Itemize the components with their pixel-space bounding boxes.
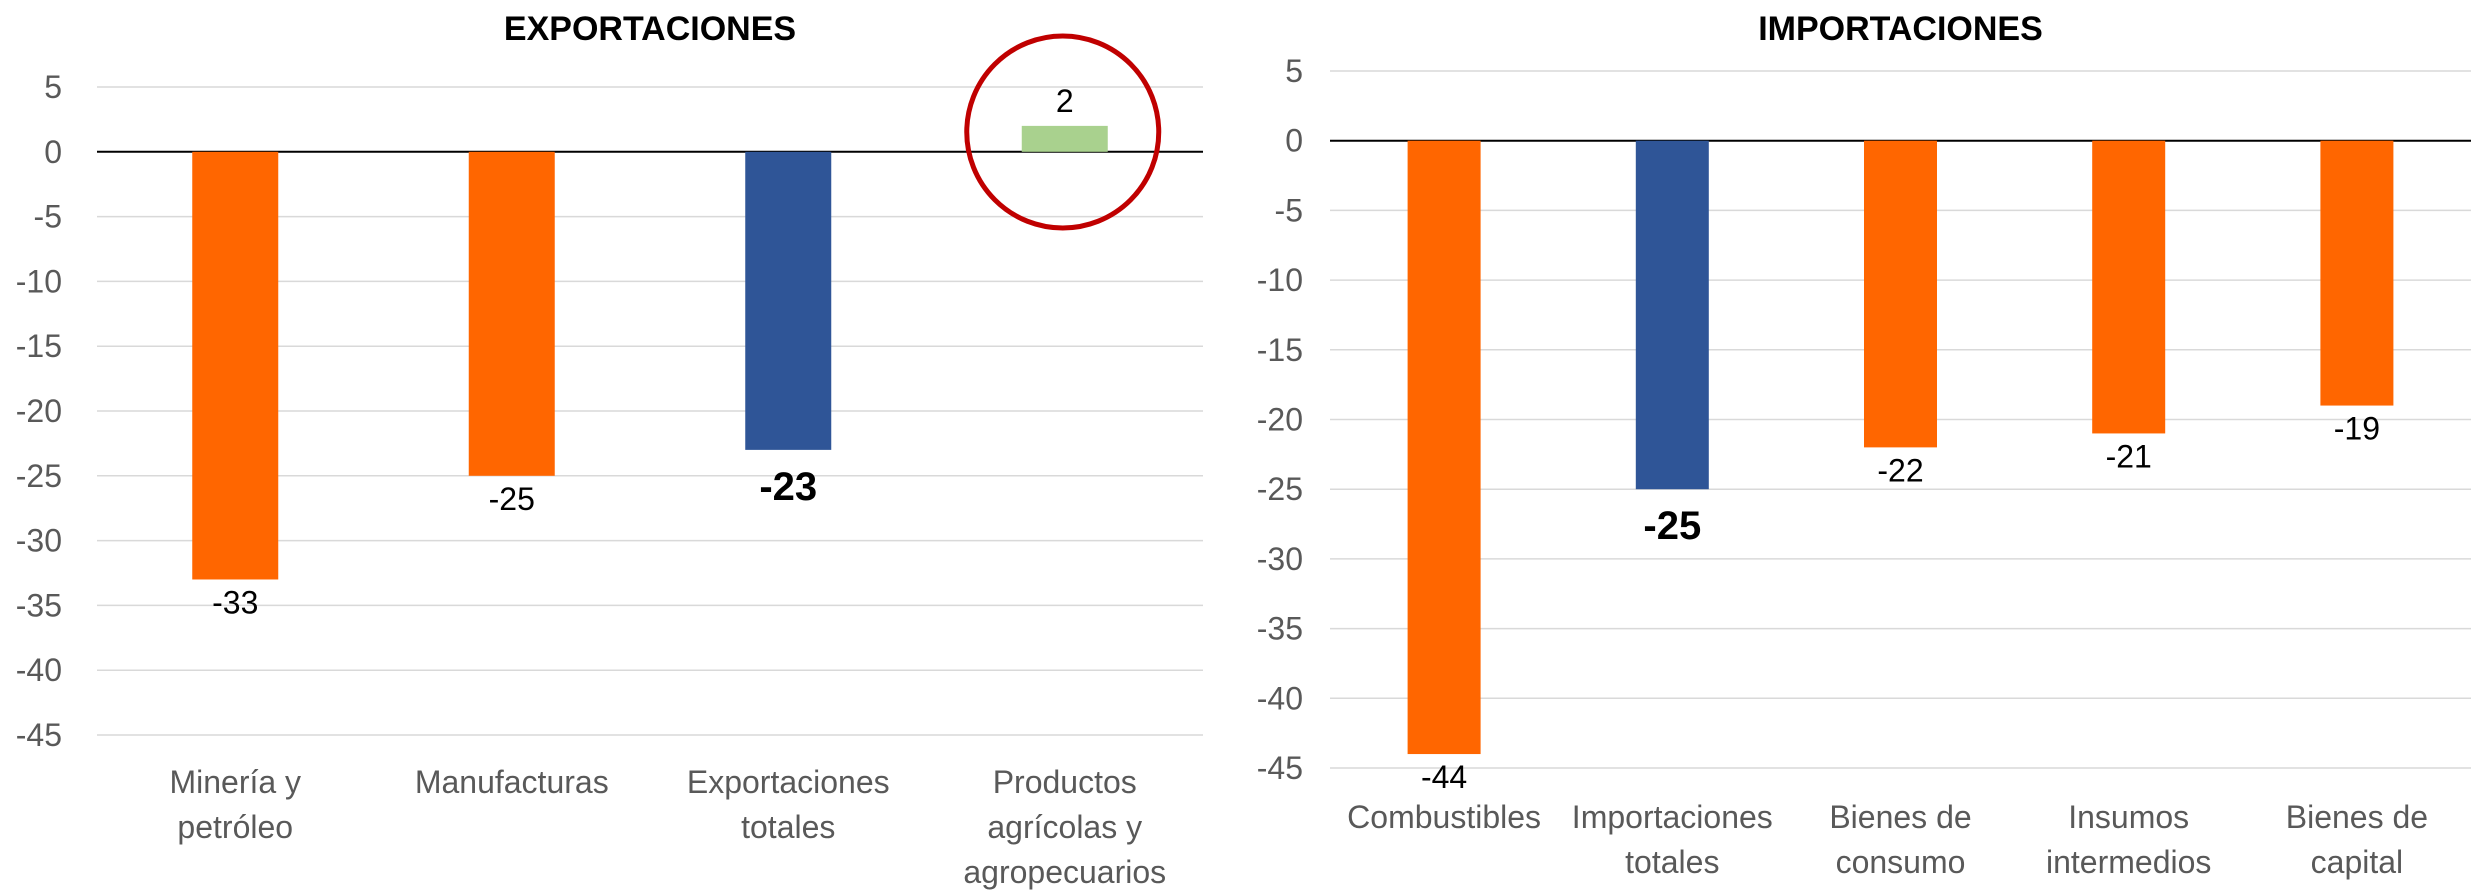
exp-category-label-line: Exportaciones [687,764,890,800]
exp-data-label: -25 [489,481,535,517]
exp-data-label: -33 [212,584,258,620]
exp-y-tick-label: -40 [16,652,62,688]
imp-category-label: Insumos intermedios [2046,799,2211,880]
exp-data-label: 2 [1056,83,1074,119]
imp-category-label-line: totales [1625,844,1719,880]
imp-y-tick-label: -45 [1257,750,1303,786]
imp-category-label-line: intermedios [2046,844,2211,880]
imp-category-label-line: capital [2311,844,2404,880]
imp-data-label: -22 [1877,452,1923,488]
exp-category-label: Minería y petróleo [169,764,301,845]
imp-data-label: -19 [2334,411,2380,447]
imp-y-tick-label: -35 [1257,611,1303,647]
imp-y-tick-label: -25 [1257,471,1303,507]
imp-category-label-line: Combustibles [1347,799,1541,835]
imp-category-label: Importaciones totales [1572,799,1773,880]
exp-y-tick-label: -45 [16,717,62,753]
exp-y-tick-label: -5 [34,199,62,235]
imp-category-label-line: consumo [1836,844,1966,880]
exp-bar [1021,125,1108,152]
imp-y-tick-label: 0 [1285,123,1303,159]
exp-bar [745,151,832,450]
exp-y-tick-label: -35 [16,587,62,623]
imp-bar [1635,140,1709,490]
imp-y-tick-label: -20 [1257,402,1303,438]
exp-category-label-line: Productos [993,764,1137,800]
exp-y-tick-label: 5 [44,69,62,105]
exp-data-label: -23 [759,465,817,509]
exp-category-label-line: totales [741,809,835,845]
imp-y-tick-label: 5 [1285,53,1303,89]
exp-category-label: Productos agrícolas y agropecuarios [963,764,1166,890]
exp-category-label-line: agropecuarios [963,854,1166,890]
exp-category-label-line: Manufacturas [415,764,609,800]
imp-category-label-line: Insumos [2068,799,2189,835]
exp-y-tick-label: -25 [16,458,62,494]
imp-bar [1407,140,1481,755]
exp-bar [192,151,279,580]
imp-y-tick-label: -30 [1257,541,1303,577]
exp-highlight-circle [964,33,1162,231]
imp-category-label-line: Bienes de [2286,799,2428,835]
imp-category-label-line: Bienes de [1829,799,1971,835]
imp-data-label: -21 [2106,438,2152,474]
exp-category-label-line: Minería y [169,764,301,800]
imp-category-label-line: Importaciones [1572,799,1773,835]
exp-y-tick-label: -20 [16,393,62,429]
imp-bar [2092,140,2166,434]
exp-y-tick-label: 0 [44,134,62,170]
exp-chart-title: EXPORTACIONES [504,10,796,48]
imp-category-label: Bienes de consumo [1829,799,1971,880]
imp-chart-title: IMPORTACIONES [1758,10,2043,48]
imp-bar [1864,140,1937,448]
imp-bar [2320,140,2394,406]
imp-category-label: Bienes de capital [2286,799,2428,880]
exp-category-label-line: agrícolas y [987,809,1142,845]
imp-y-tick-label: -15 [1257,332,1303,368]
exp-y-tick-label: -10 [16,263,62,299]
imp-y-tick-label: -40 [1257,680,1303,716]
imp-y-tick-label: -10 [1257,262,1303,298]
exp-y-tick-label: -30 [16,523,62,559]
exp-y-tick-label: -15 [16,328,62,364]
imp-data-label: -44 [1421,759,1467,795]
exp-category-label-line: petróleo [177,809,293,845]
exp-bar [468,151,555,476]
imp-category-label: Combustibles [1347,799,1541,835]
imp-data-label: -25 [1643,504,1701,548]
exp-category-label: Manufacturas [415,764,609,800]
exp-category-label: Exportaciones totales [687,764,890,845]
imp-y-tick-label: -5 [1275,192,1303,228]
